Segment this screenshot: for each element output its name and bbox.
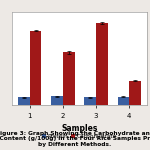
Bar (63, 52, 75, 105)
Bar (84, 97, 96, 105)
Bar (18, 97, 30, 105)
Bar (30, 31, 41, 105)
Bar (129, 81, 141, 105)
X-axis label: Samples: Samples (61, 124, 98, 133)
Legend: Protein, Carbohydrate: Protein, Carbohydrate (42, 134, 117, 139)
Bar (51, 96, 63, 105)
Bar (118, 97, 129, 105)
Bar (96, 23, 108, 105)
Text: Figure 3: Graph Showing the Carbohydrate and
Protein Content (g/100g) in the Fou: Figure 3: Graph Showing the Carbohydrate… (0, 130, 150, 147)
